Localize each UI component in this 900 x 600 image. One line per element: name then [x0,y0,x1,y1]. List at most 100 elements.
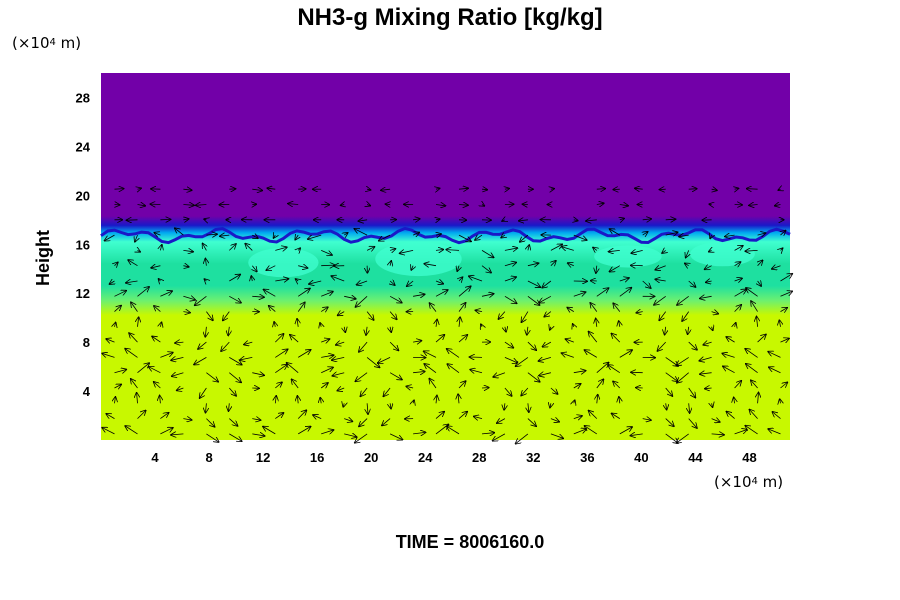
wind-vector [160,396,161,404]
wind-vector [734,398,735,404]
wind-vector [321,265,334,266]
wind-vector [138,317,139,327]
wind-vector [550,433,563,438]
wind-vector [252,419,260,421]
wind-vector [110,281,115,284]
wind-vector [172,373,184,377]
wind-vector [459,317,460,327]
wind-vector [183,219,188,220]
wind-vector [114,189,124,190]
wind-vector [114,385,122,389]
wind-vector [183,296,195,300]
wind-vector [154,306,161,312]
wind-vector [229,275,240,282]
wind-vector [389,433,402,440]
wind-vector [424,264,437,266]
wind-vector [252,265,256,272]
wind-vector [389,311,397,320]
wind-vector [501,235,505,238]
wind-vector [655,279,666,281]
wind-vector [128,260,138,267]
wind-vector [151,266,161,268]
wind-vector [114,306,122,312]
wind-vector [160,245,161,251]
x-tick-label: 12 [256,450,270,465]
wind-vector [229,403,230,411]
wind-vector [366,247,374,251]
wind-vector [550,403,551,407]
wind-vector [336,342,345,345]
wind-vector [381,189,391,190]
wind-vector [297,410,306,419]
wind-vector [320,323,321,327]
y-tick-label: 24 [76,139,91,154]
wind-vector [229,357,241,364]
wind-vector [390,249,395,251]
wind-vector [183,189,191,190]
wind-vector [562,353,574,358]
wind-vector [734,278,742,281]
wind-vector [229,433,241,441]
wind-vector [229,372,241,383]
wind-vector [390,281,395,285]
wind-vector [539,295,552,302]
wind-vector [757,335,766,343]
wind-vector [125,349,138,358]
wind-vector [665,372,678,382]
wind-vector [711,312,719,314]
wind-vector [359,341,368,352]
wind-vector [356,296,368,307]
wind-vector [682,311,690,321]
wind-vector [612,334,621,343]
wind-vector [203,244,207,251]
wind-vector [527,326,528,335]
wind-vector [264,290,276,297]
wind-vector [200,387,207,398]
y-tick-label: 16 [76,237,90,252]
wind-vector [504,263,516,266]
y-tick-label: 12 [76,286,90,301]
wind-vector [275,413,283,419]
wind-vector [735,323,736,327]
wind-vector [131,379,138,389]
wind-vector [596,265,597,273]
wind-vector [205,326,206,337]
wind-vector [447,426,460,435]
wind-vector [758,281,762,286]
wind-vector [290,335,299,343]
wind-vector [298,248,300,250]
wind-vector [619,321,620,327]
wind-vector [292,379,299,389]
wind-vector [746,364,758,374]
wind-vector [665,232,678,235]
wind-vector [593,248,597,251]
wind-vector [338,312,345,316]
wind-vector [747,189,758,190]
wind-vector [734,246,743,251]
wind-vector [705,388,712,389]
wind-vector [429,379,437,389]
wind-vector [481,324,482,326]
x-tick-label: 4 [151,450,159,465]
wind-vector [504,387,512,396]
wind-vector [413,294,425,296]
wind-vector [757,233,766,235]
wind-vector [137,411,146,419]
wind-vector [688,341,697,350]
wind-vector [390,403,391,408]
wind-vector [596,189,605,190]
x-unit-prefix: (×10 [714,473,752,491]
wind-vector [344,233,347,235]
wind-vector [406,386,414,388]
y-tick-label: 4 [83,384,91,399]
wind-vector [749,205,758,206]
wind-vector [183,250,193,251]
wind-vector [275,247,286,250]
wind-vector [781,231,786,236]
wind-vector [275,334,283,343]
wind-vector [424,364,437,374]
wind-vector [129,333,138,343]
wind-vector [321,367,333,374]
wind-vector [196,205,207,206]
wind-vector [573,384,581,388]
